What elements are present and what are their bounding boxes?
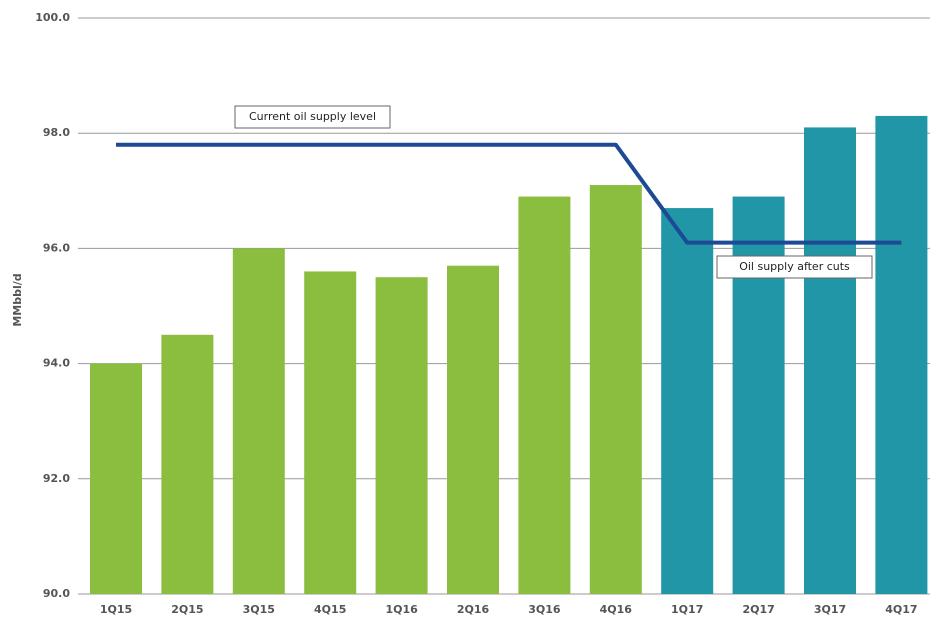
y-tick-label: 94.0: [43, 357, 70, 370]
x-tick-label: 4Q15: [314, 603, 346, 616]
bar: [447, 265, 499, 594]
bar: [90, 363, 142, 594]
x-tick-label: 3Q17: [814, 603, 846, 616]
annotation-box: [716, 255, 873, 279]
y-tick-label: 96.0: [43, 241, 70, 254]
x-tick-label: 2Q15: [171, 603, 203, 616]
y-tick-label: 100.0: [35, 11, 70, 24]
bar: [804, 127, 856, 594]
supply-line: [116, 142, 902, 245]
bar: [375, 277, 428, 594]
y-tick-label: 90.0: [43, 587, 70, 600]
bar: [875, 115, 928, 595]
annotation-box: [234, 105, 391, 129]
bar: [161, 334, 214, 594]
bar: [661, 208, 714, 594]
x-tick-label: 3Q15: [243, 603, 275, 616]
x-tick-label: 1Q17: [671, 603, 703, 616]
bar: [232, 248, 285, 594]
y-tick-label: 98.0: [43, 126, 70, 139]
y-axis-label: MMbbl/d: [11, 273, 24, 326]
annotation: Oil supply after cuts: [739, 260, 850, 273]
x-tick-label: 2Q16: [457, 603, 490, 616]
bar: [518, 196, 571, 594]
bar: [589, 185, 642, 595]
x-tick-label: 1Q15: [100, 603, 132, 616]
x-tick-label: 3Q16: [528, 603, 561, 616]
annotation: Current oil supply level: [249, 110, 376, 123]
bar: [304, 271, 357, 594]
x-tick-label: 2Q17: [742, 603, 774, 616]
y-tick-label: 92.0: [43, 472, 70, 485]
x-tick-label: 4Q16: [600, 603, 633, 616]
x-tick-label: 4Q17: [885, 603, 917, 616]
x-tick-label: 1Q16: [385, 603, 418, 616]
